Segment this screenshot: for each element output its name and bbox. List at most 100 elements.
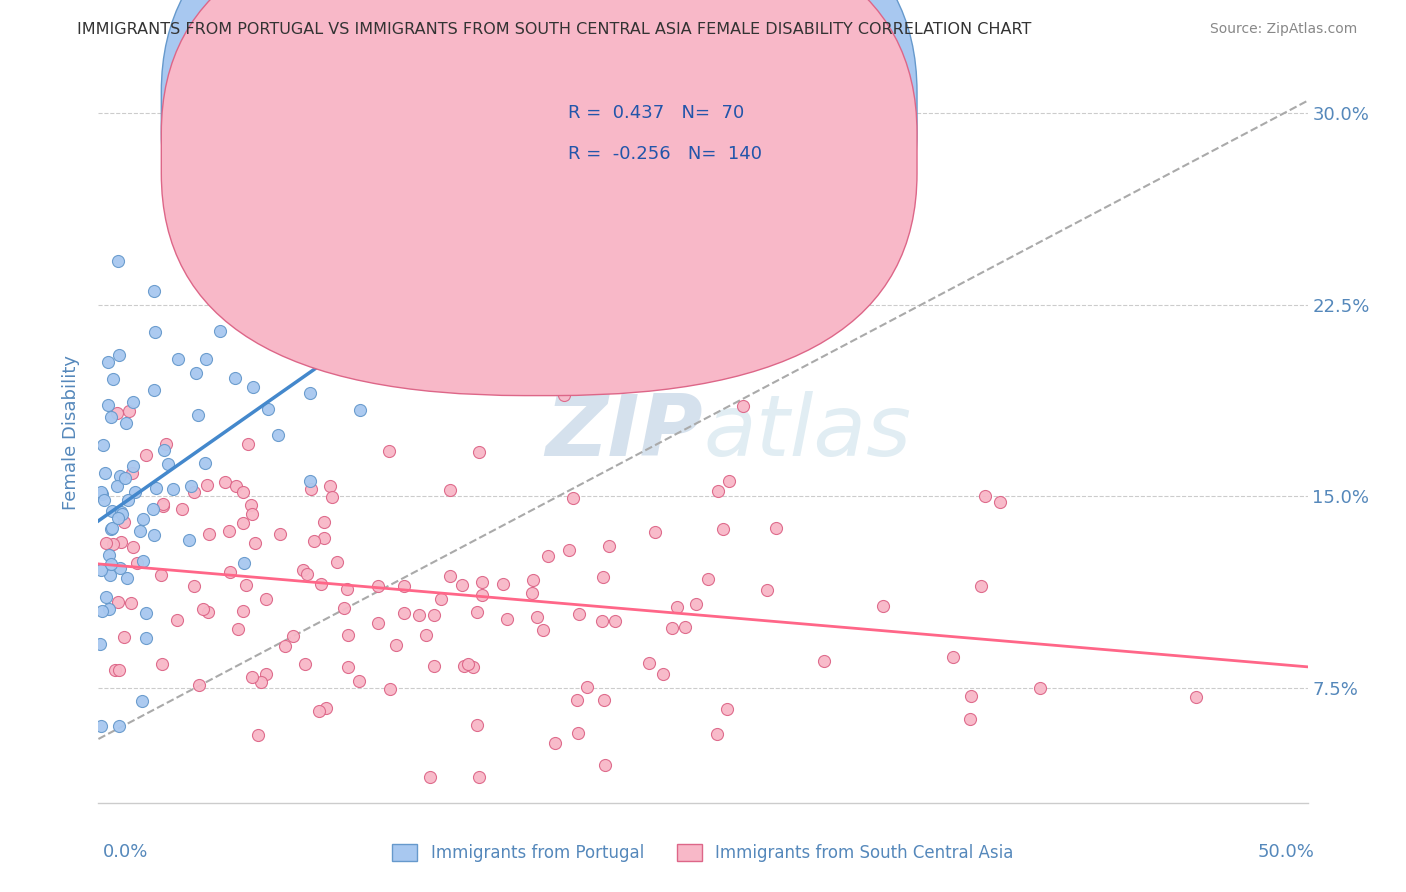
Point: [309, 577, 332, 591]
Point: [718, 474, 741, 488]
Point: [162, 482, 184, 496]
Point: [336, 627, 359, 641]
Point: [450, 577, 472, 591]
Point: [326, 555, 349, 569]
Point: [104, 663, 127, 677]
Point: [419, 770, 441, 784]
Point: [120, 595, 142, 609]
Point: [232, 516, 254, 530]
Point: [117, 493, 139, 508]
Point: [526, 609, 548, 624]
Point: [197, 478, 219, 492]
Point: [183, 485, 205, 500]
Point: [269, 311, 291, 326]
Point: [150, 657, 173, 672]
Point: [274, 640, 297, 654]
Point: [108, 663, 131, 677]
Point: [172, 502, 194, 516]
Point: [108, 719, 131, 733]
Point: [107, 511, 129, 525]
Point: [439, 569, 461, 583]
Point: [531, 623, 554, 637]
Point: [553, 387, 575, 401]
Point: [110, 561, 132, 575]
Point: [673, 620, 696, 634]
Point: [568, 607, 591, 621]
Point: [332, 600, 354, 615]
Point: [157, 457, 180, 471]
Point: [135, 606, 157, 620]
Point: [598, 539, 620, 553]
Point: [114, 471, 136, 485]
Point: [91, 438, 114, 452]
Point: [242, 670, 264, 684]
Point: [254, 591, 277, 606]
Point: [522, 573, 544, 587]
Point: [706, 483, 728, 498]
Point: [471, 575, 494, 590]
Point: [225, 479, 247, 493]
Point: [105, 478, 128, 492]
Point: [665, 599, 688, 614]
Point: [110, 535, 132, 549]
Text: 50.0%: 50.0%: [1258, 843, 1315, 861]
Point: [180, 478, 202, 492]
Point: [314, 531, 336, 545]
Point: [592, 570, 614, 584]
Point: [595, 758, 617, 772]
Point: [974, 489, 997, 503]
Point: [942, 649, 965, 664]
Point: [135, 448, 157, 462]
Point: [132, 512, 155, 526]
Point: [89, 637, 111, 651]
Point: [468, 770, 491, 784]
Text: IMMIGRANTS FROM PORTUGAL VS IMMIGRANTS FROM SOUTH CENTRAL ASIA FEMALE DISABILITY: IMMIGRANTS FROM PORTUGAL VS IMMIGRANTS F…: [77, 22, 1032, 37]
Point: [557, 543, 579, 558]
Point: [131, 693, 153, 707]
Point: [90, 563, 112, 577]
Point: [336, 582, 359, 596]
Point: [90, 719, 112, 733]
FancyBboxPatch shape: [162, 0, 917, 395]
Point: [183, 578, 205, 592]
Point: [101, 536, 124, 550]
Point: [423, 659, 446, 673]
Point: [96, 590, 118, 604]
Point: [208, 324, 231, 338]
Point: [97, 398, 120, 412]
Point: [187, 408, 209, 422]
Point: [121, 466, 143, 480]
Point: [430, 591, 453, 606]
Point: [544, 735, 567, 749]
Point: [299, 483, 322, 497]
Point: [249, 675, 271, 690]
Point: [97, 548, 120, 562]
Point: [224, 370, 246, 384]
Point: [988, 495, 1011, 509]
Point: [115, 417, 138, 431]
Point: [93, 492, 115, 507]
Point: [100, 521, 122, 535]
Point: [127, 556, 149, 570]
Point: [312, 515, 335, 529]
Text: Source: ZipAtlas.com: Source: ZipAtlas.com: [1209, 22, 1357, 37]
Point: [337, 659, 360, 673]
Point: [302, 533, 325, 548]
Point: [697, 572, 720, 586]
Point: [520, 586, 543, 600]
Point: [112, 631, 135, 645]
Point: [91, 487, 114, 501]
Point: [267, 428, 290, 442]
Point: [392, 579, 415, 593]
Point: [575, 681, 598, 695]
Point: [101, 503, 124, 517]
Point: [100, 558, 122, 572]
Point: [232, 556, 254, 570]
Point: [378, 443, 401, 458]
Point: [186, 366, 208, 380]
Point: [315, 700, 337, 714]
Point: [706, 727, 728, 741]
Point: [246, 728, 269, 742]
Legend: Immigrants from Portugal, Immigrants from South Central Asia: Immigrants from Portugal, Immigrants fro…: [385, 837, 1021, 869]
Text: 0.0%: 0.0%: [103, 843, 148, 861]
